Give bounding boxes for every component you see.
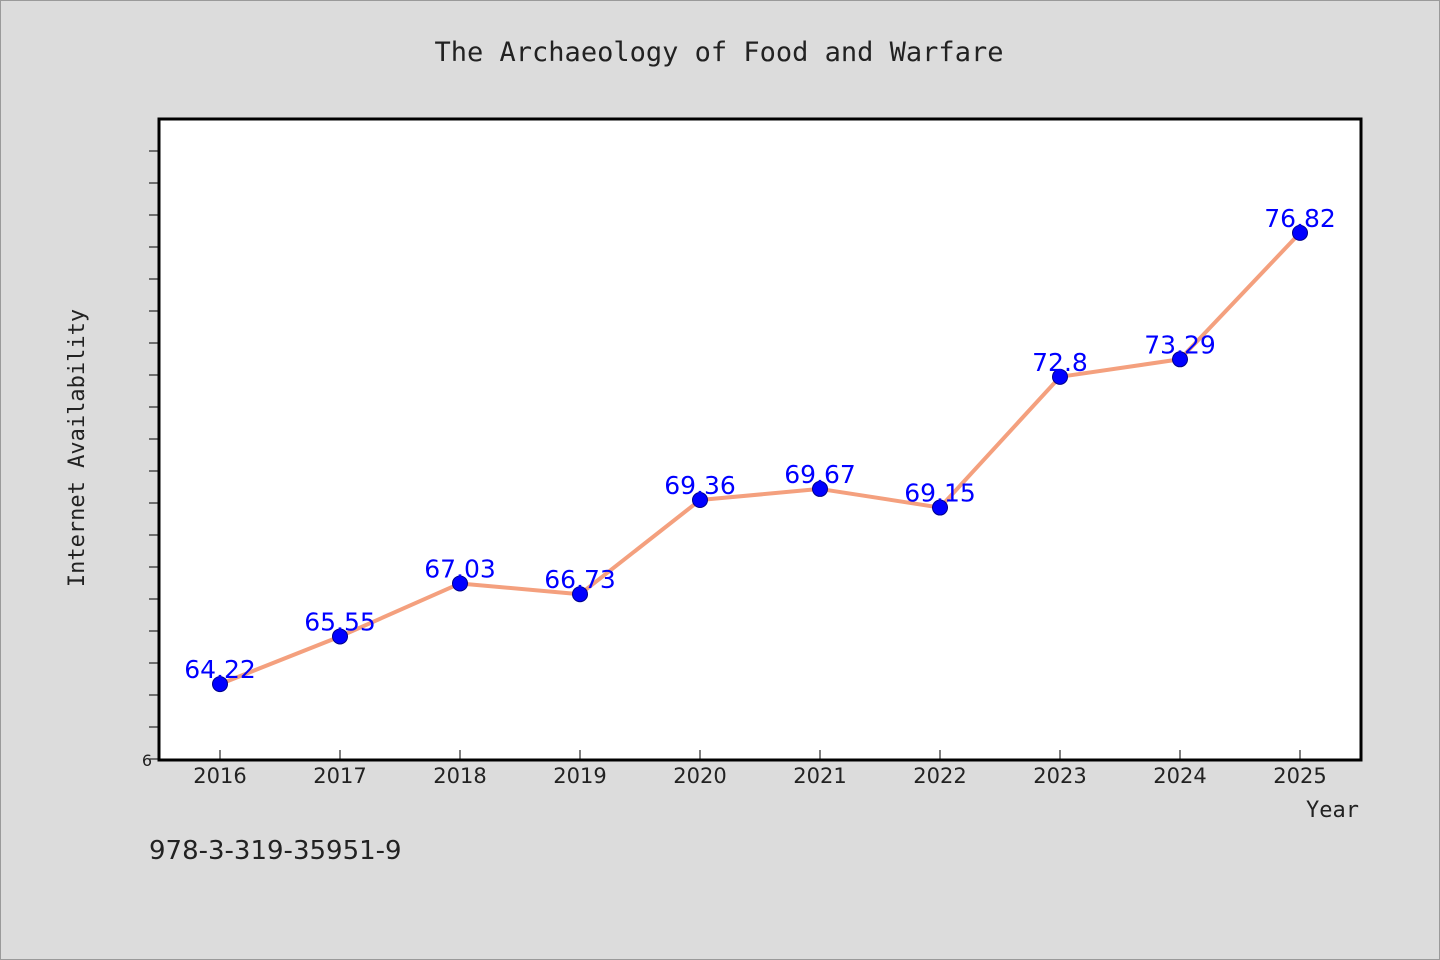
data-point-label: 69.15 xyxy=(904,479,976,508)
x-tick-label: 2018 xyxy=(433,764,486,788)
data-point-marker xyxy=(572,586,588,603)
data-point-marker xyxy=(452,575,468,592)
plot-area xyxy=(157,117,1363,762)
x-tick-label: 2022 xyxy=(913,764,966,788)
x-tick-label: 2016 xyxy=(193,764,246,788)
y-axis-ticks xyxy=(149,150,159,760)
data-point-label: 67.03 xyxy=(424,554,496,583)
y-axis-label: Internet Availability xyxy=(65,309,90,587)
data-point-marker xyxy=(1052,368,1068,385)
data-point-marker xyxy=(812,480,828,497)
data-point-label: 64.22 xyxy=(184,655,256,684)
x-tick-label: 2021 xyxy=(793,764,846,788)
x-tick-label: 2023 xyxy=(1033,764,1086,788)
data-point-marker xyxy=(932,499,948,516)
data-point-label: 73.29 xyxy=(1144,330,1216,359)
data-point-label: 69.67 xyxy=(784,460,856,489)
data-point-label: 72.8 xyxy=(1032,348,1088,377)
data-point-label: 69.36 xyxy=(664,471,736,500)
x-tick-label: 2020 xyxy=(673,764,726,788)
x-tick-label: 2025 xyxy=(1273,764,1326,788)
data-point-marker xyxy=(1292,224,1308,241)
x-tick-label: 2019 xyxy=(553,764,606,788)
y-tick-label: 6 xyxy=(142,751,152,770)
data-point-marker xyxy=(1172,351,1188,368)
data-point-label: 65.55 xyxy=(304,607,376,636)
data-labels: 64.22 65.55 67.03 66.73 69.36 69.67 69.15 72.8 7… xyxy=(184,204,1336,684)
x-tick-label: 2017 xyxy=(313,764,366,788)
data-point-label: 76.82 xyxy=(1264,204,1336,233)
x-axis-ticks: 2016 2017 2018 2019 2020 2021 2022 2023 2024 2025 xyxy=(193,750,1327,788)
isbn-text: 978-3-319-35951-9 xyxy=(149,836,402,866)
data-point-marker xyxy=(692,492,708,509)
series-line xyxy=(219,231,1302,686)
x-tick-label: 2024 xyxy=(1153,764,1206,788)
chart-title: The Archaeology of Food and Warfare xyxy=(435,37,1004,68)
data-point-marker xyxy=(332,628,348,645)
data-markers xyxy=(212,224,1308,693)
x-axis-label: Year xyxy=(1306,798,1359,823)
data-point-marker xyxy=(212,676,228,693)
data-point-label: 66.73 xyxy=(544,565,616,594)
